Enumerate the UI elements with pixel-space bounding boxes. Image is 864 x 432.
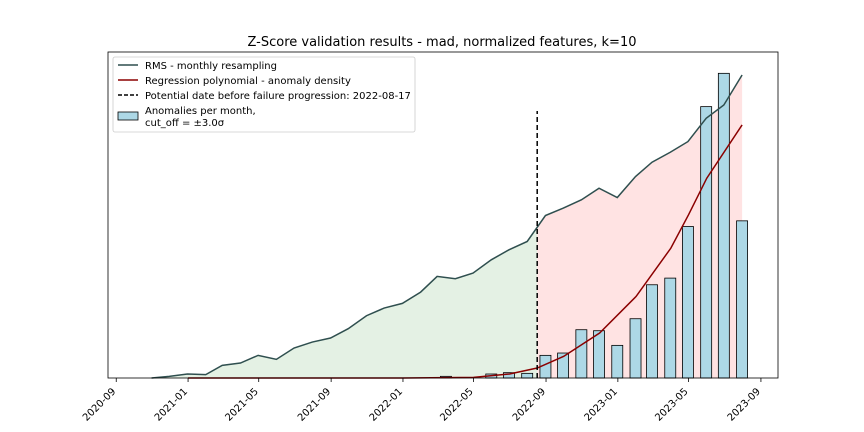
bar <box>717 72 730 379</box>
bar <box>611 344 624 379</box>
bar <box>575 329 588 379</box>
bar <box>664 277 677 379</box>
x-tick-label: 2021-05 <box>224 386 261 423</box>
x-tick-label: 2023-09 <box>726 386 763 423</box>
bar <box>593 330 605 379</box>
bar <box>521 372 534 379</box>
x-tick-label: 2022-05 <box>438 386 475 423</box>
legend-bars-label-1: Anomalies per month, <box>145 106 256 117</box>
bar <box>646 284 658 379</box>
x-tick-label: 2022-09 <box>511 386 548 423</box>
x-tick-label: 2022-01 <box>368 386 405 423</box>
x-tick-label: 2023-01 <box>583 386 620 423</box>
plot-frame <box>107 51 779 379</box>
bar <box>629 318 642 379</box>
x-tick-label: 2023-05 <box>653 386 690 423</box>
legend-box <box>112 56 416 133</box>
rms-line <box>151 74 743 379</box>
legend-bars-label-2: cut_off = ±3.0σ <box>145 118 225 129</box>
x-tick-label: 2020-09 <box>81 386 118 423</box>
bars <box>440 72 748 379</box>
legend-bars-swatch <box>117 111 139 121</box>
x-tick-label: 2021-01 <box>153 386 190 423</box>
chart-title: Z-Score validation results - mad, normal… <box>247 35 636 50</box>
legend-vline-label: Potential date before failure progressio… <box>145 91 411 102</box>
x-tick-label: 2021-09 <box>296 386 333 423</box>
bar <box>682 226 694 379</box>
legend-poly-label: Regression polynomial - anomaly density <box>145 76 351 87</box>
bar <box>700 106 713 379</box>
fill-before-split <box>151 227 538 378</box>
legend-rms-label: RMS - monthly resampling <box>145 61 277 72</box>
bar <box>736 220 748 379</box>
x-axis: 2020-09 2021-01 2021-05 2021-09 2022-01 2022-… <box>81 378 763 424</box>
legend: RMS - monthly resampling Regression poly… <box>112 56 416 133</box>
